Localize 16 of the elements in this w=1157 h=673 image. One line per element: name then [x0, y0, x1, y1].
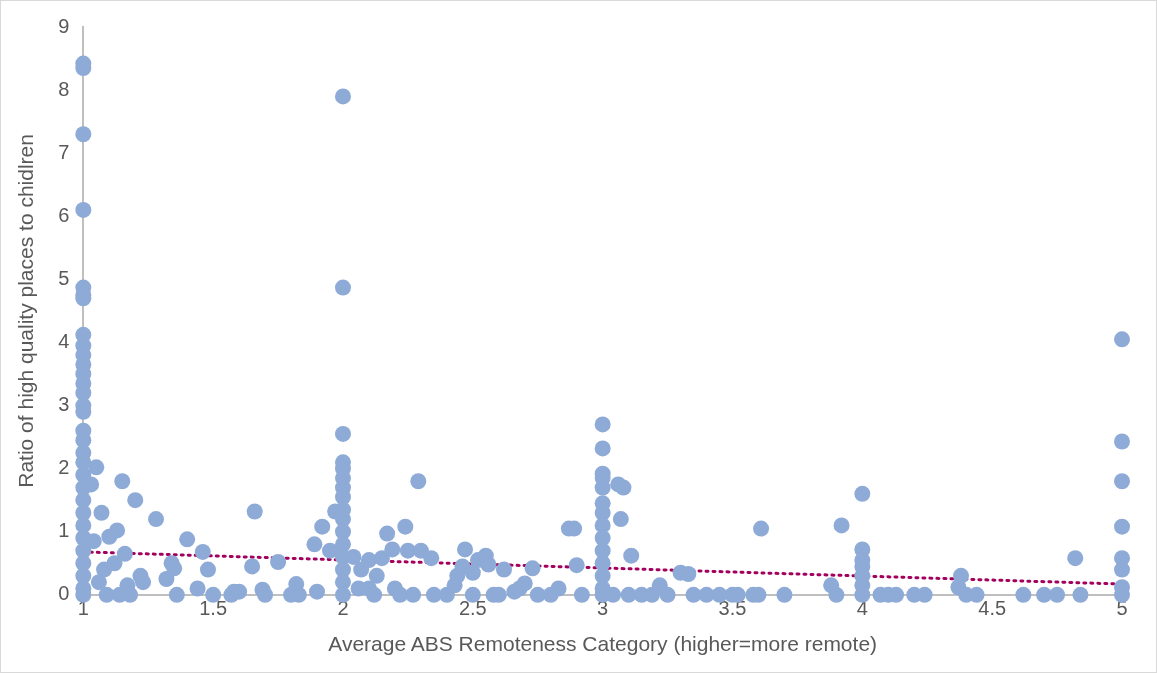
y-tick-label: 0 — [58, 582, 70, 605]
x-tick-label: 1.5 — [199, 597, 228, 620]
y-tick-label: 4 — [58, 329, 70, 352]
y-tick-label: 5 — [58, 266, 70, 289]
x-axis-title: Average ABS Remoteness Category (higher=more remote) — [328, 632, 878, 656]
y-tick-label: 6 — [58, 203, 70, 226]
x-tick-label: 2.5 — [458, 597, 487, 620]
y-tick-label: 3 — [58, 393, 70, 416]
y-tick-label: 9 — [58, 14, 70, 37]
y-tick-label: 1 — [58, 519, 70, 542]
y-tick-label: 2 — [58, 456, 70, 479]
y-axis-title: Ratio of high quality places to chidlren — [14, 134, 38, 488]
x-tick-label: 4.5 — [978, 597, 1007, 620]
y-tick-label: 7 — [58, 140, 70, 163]
y-tick-label: 8 — [58, 77, 70, 100]
x-tick-label: 3.5 — [718, 597, 747, 620]
